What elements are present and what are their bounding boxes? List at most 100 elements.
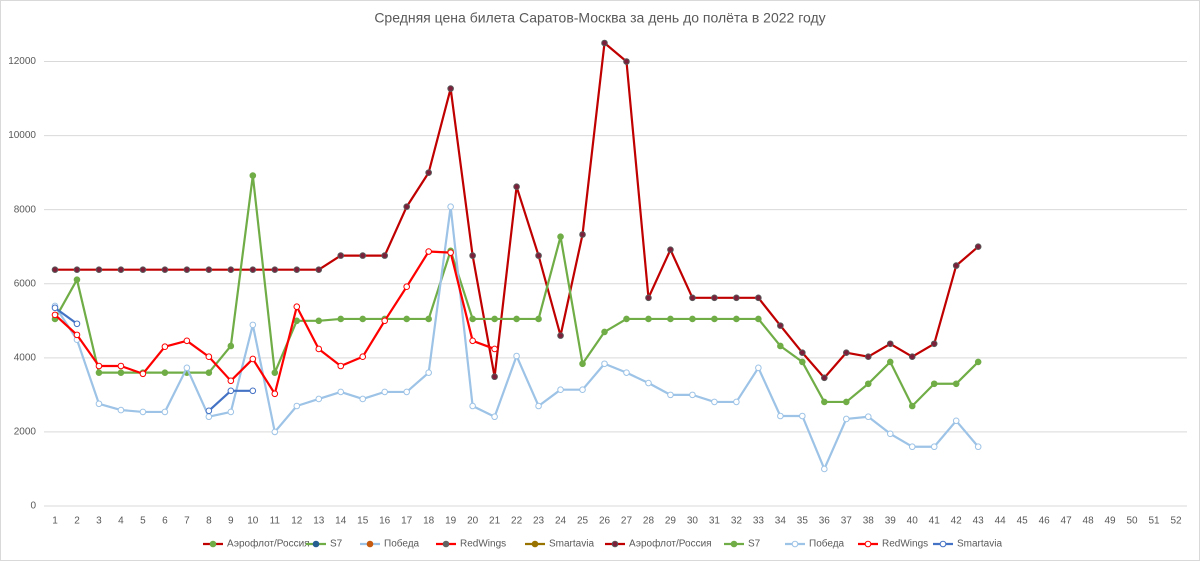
x-tick-label: 32 <box>731 516 743 527</box>
x-tick-label: 37 <box>841 516 853 527</box>
point <box>469 402 476 410</box>
point <box>161 343 169 351</box>
point <box>579 386 586 393</box>
point <box>777 342 784 350</box>
point <box>249 172 257 179</box>
point <box>293 303 301 311</box>
point <box>842 349 850 356</box>
point <box>227 387 235 395</box>
legend-label: Аэрофлот/Россия <box>629 538 712 550</box>
point <box>249 321 257 329</box>
point <box>799 349 806 356</box>
legend-marker <box>791 540 799 548</box>
point <box>95 266 103 273</box>
point <box>842 415 850 423</box>
y-tick-label: 0 <box>30 501 36 512</box>
x-tick-label: 16 <box>379 516 391 527</box>
x-tick-label: 43 <box>973 516 985 527</box>
legend-marker <box>531 540 539 548</box>
point <box>337 362 345 370</box>
point <box>359 315 367 323</box>
point <box>689 391 696 399</box>
x-tick-label: 12 <box>291 516 303 527</box>
x-tick-label: 6 <box>162 516 168 527</box>
point <box>755 294 762 302</box>
x-tick-label: 3 <box>96 516 102 527</box>
point <box>51 304 59 312</box>
point <box>689 315 696 323</box>
x-tick-label: 50 <box>1126 516 1138 527</box>
point <box>95 362 103 370</box>
point <box>623 369 630 376</box>
point <box>491 345 498 353</box>
point <box>535 315 542 323</box>
point <box>447 85 454 92</box>
point <box>381 317 389 325</box>
x-tick-label: 24 <box>555 516 567 527</box>
point <box>821 465 828 473</box>
x-tick-label: 29 <box>665 516 677 527</box>
point <box>645 294 652 302</box>
point <box>425 169 432 176</box>
x-tick-label: 22 <box>511 516 523 527</box>
point <box>579 231 586 238</box>
x-tick-label: 46 <box>1039 516 1051 527</box>
x-tick-label: 33 <box>753 516 765 527</box>
point <box>952 417 960 425</box>
point <box>557 332 564 339</box>
point <box>249 355 257 363</box>
point <box>974 358 982 366</box>
x-tick-label: 21 <box>489 516 501 527</box>
point <box>667 391 674 399</box>
point <box>293 402 301 410</box>
chart-title: Средняя цена билета Саратов-Москва за де… <box>374 10 825 26</box>
x-tick-label: 48 <box>1083 516 1095 527</box>
point <box>974 443 982 451</box>
point <box>205 353 213 361</box>
point <box>711 315 718 323</box>
point <box>469 337 476 345</box>
point <box>886 358 894 366</box>
legend-label: Smartavia <box>957 539 1002 550</box>
x-tick-label: 40 <box>907 516 919 527</box>
point <box>51 311 59 319</box>
point <box>755 315 762 323</box>
point <box>117 266 125 273</box>
point <box>315 317 323 325</box>
legend-marker <box>611 540 619 548</box>
point <box>886 430 894 438</box>
point <box>930 340 938 348</box>
point <box>821 374 828 382</box>
legend-label: Победа <box>384 538 420 550</box>
point <box>623 58 630 65</box>
point <box>249 387 257 395</box>
point <box>491 373 498 381</box>
point <box>667 315 674 323</box>
point <box>183 364 191 372</box>
point <box>733 294 740 302</box>
point <box>95 400 103 408</box>
point <box>930 443 938 451</box>
point <box>842 398 850 406</box>
x-tick-label: 44 <box>995 516 1007 527</box>
point <box>645 379 652 387</box>
x-tick-label: 35 <box>797 516 809 527</box>
point <box>227 342 235 350</box>
point <box>139 266 147 273</box>
y-tick-label: 10000 <box>8 130 36 141</box>
point <box>952 262 960 269</box>
point <box>886 340 894 348</box>
point <box>337 252 345 259</box>
y-tick-label: 8000 <box>14 204 37 215</box>
point <box>908 402 916 410</box>
point <box>227 377 235 385</box>
point <box>205 266 213 273</box>
point <box>249 266 257 273</box>
point <box>73 276 81 283</box>
point <box>117 406 125 414</box>
point <box>403 203 410 211</box>
point <box>381 388 389 396</box>
point <box>777 322 784 329</box>
x-tick-label: 39 <box>885 516 897 527</box>
legend-marker <box>939 540 947 548</box>
